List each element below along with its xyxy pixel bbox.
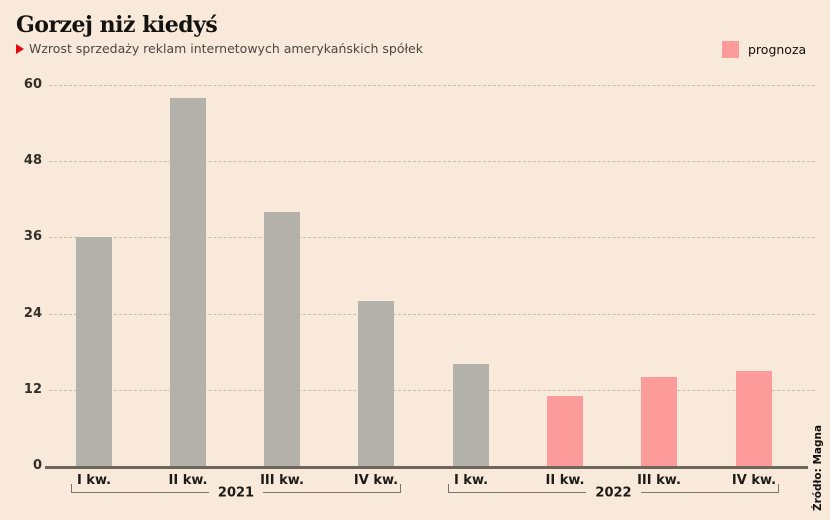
legend-label: prognoza: [748, 42, 807, 57]
y-tick-label-0: 0: [32, 458, 42, 473]
bracket-line: [449, 492, 587, 493]
bar-2022-IIkw: [547, 396, 583, 466]
gridline-24: [49, 314, 815, 315]
bar-2022-IIIkw: [641, 377, 677, 466]
x-tick-label: II kw.: [545, 473, 585, 488]
gridline-60: [49, 85, 815, 86]
x-tick-label: III kw.: [260, 473, 304, 488]
x-tick-label: I kw.: [76, 473, 112, 488]
bar-2022-Ikw: [453, 364, 489, 466]
year-label: 2021: [217, 485, 255, 501]
y-tick-label-48: 48: [23, 153, 42, 169]
gridline-48: [49, 161, 815, 162]
year-label: 2022: [595, 485, 632, 501]
y-tick-label-36: 36: [23, 229, 42, 245]
x-tick-label: IV kw.: [353, 473, 399, 488]
bar-2021-IIkw: [170, 97, 206, 466]
source-credit: Źródło: Magna: [812, 424, 824, 511]
legend-swatch-forecast: [722, 41, 739, 58]
bar-2021-IVkw: [358, 300, 394, 466]
gridline-36: [49, 237, 815, 238]
x-tick-label: III kw.: [637, 473, 681, 488]
x-axis-line: [45, 466, 808, 469]
gridline-12: [49, 390, 815, 391]
year-bracket-2021: 2021: [71, 484, 401, 500]
year-bracket-2022: 2022: [448, 484, 779, 500]
bar-2022-IVkw: [736, 370, 772, 467]
bracket-line: [72, 492, 209, 493]
y-tick-label-12: 12: [23, 381, 42, 397]
x-tick-label: IV kw.: [731, 473, 777, 488]
bracket-line: [263, 492, 400, 493]
y-tick-label-60: 60: [23, 77, 42, 92]
red-triangle-icon: [16, 43, 24, 54]
x-tick-label: I kw.: [453, 473, 489, 488]
x-tick-label: II kw.: [168, 473, 208, 488]
bar-2021-IIIkw: [264, 212, 300, 466]
page-title: Gorzej niż kiedyś: [16, 12, 218, 38]
bracket-line: [640, 492, 778, 493]
y-tick-label-24: 24: [23, 305, 42, 321]
bar-2021-Ikw: [76, 237, 112, 466]
legend: prognoza: [722, 41, 806, 58]
subtitle-row: Wzrost sprzedaży reklam internetowych am…: [16, 41, 423, 56]
page-subtitle: Wzrost sprzedaży reklam internetowych am…: [29, 41, 423, 56]
